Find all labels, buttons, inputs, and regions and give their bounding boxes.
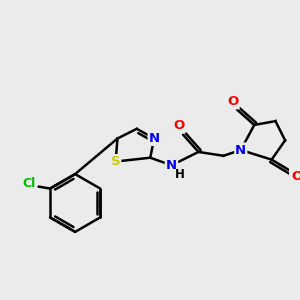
Text: Cl: Cl xyxy=(22,177,35,190)
Text: H: H xyxy=(175,168,185,181)
Text: O: O xyxy=(291,170,300,184)
Text: N: N xyxy=(235,143,246,157)
Text: N: N xyxy=(148,132,160,145)
Text: S: S xyxy=(111,155,120,168)
Text: O: O xyxy=(227,95,239,108)
Text: O: O xyxy=(173,119,185,132)
Text: N: N xyxy=(166,159,177,172)
